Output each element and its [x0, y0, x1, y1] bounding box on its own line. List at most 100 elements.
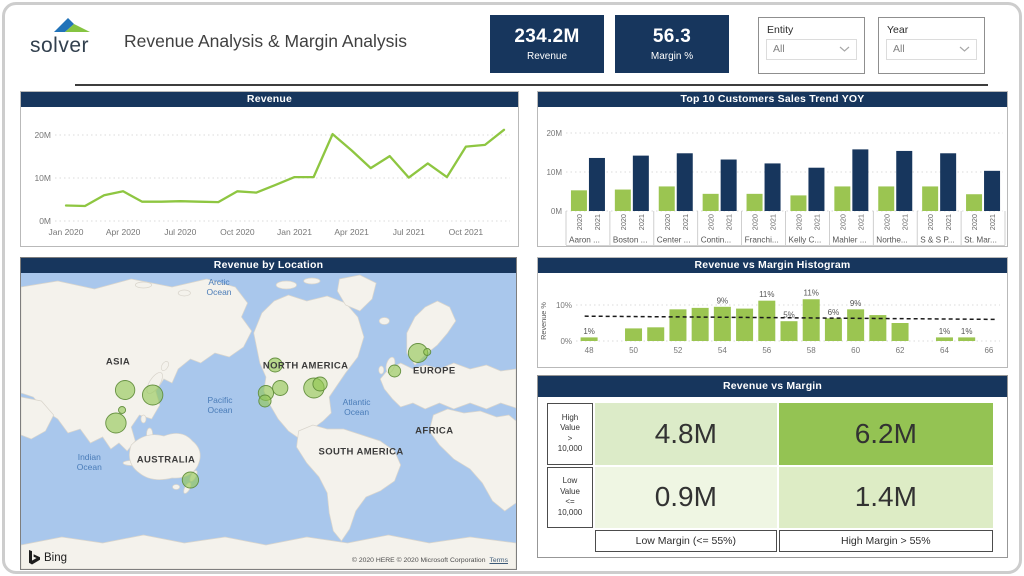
svg-text:11%: 11% — [803, 289, 818, 298]
svg-text:2021: 2021 — [988, 214, 997, 230]
svg-text:Apr 2021: Apr 2021 — [334, 227, 369, 237]
svg-text:0%: 0% — [560, 337, 572, 346]
svg-text:2021: 2021 — [900, 214, 909, 230]
map-region-label: AUSTRALIA — [136, 454, 196, 466]
svg-text:10M: 10M — [34, 173, 51, 183]
top10-customers-panel: Top 10 Customers Sales Trend YOY 0M 10M 20… — [537, 91, 1008, 247]
logo-text: solver — [30, 34, 90, 57]
bing-icon — [29, 550, 40, 565]
chevron-down-icon[interactable] — [959, 46, 970, 52]
svg-text:Jul 2020: Jul 2020 — [164, 227, 196, 237]
svg-text:Contin...: Contin... — [701, 236, 732, 245]
matrix-cell-high-low[interactable]: 4.8M — [595, 403, 777, 465]
year-slicer-label: Year — [887, 24, 909, 36]
chevron-down-icon[interactable] — [839, 46, 850, 52]
matrix-cell-low-low[interactable]: 0.9M — [595, 466, 777, 528]
world-map-svg — [21, 273, 516, 569]
svg-text:56: 56 — [762, 346, 771, 355]
svg-text:2020: 2020 — [838, 214, 847, 230]
entity-slicer-value: All — [773, 43, 785, 55]
svg-text:Northe...: Northe... — [876, 236, 907, 245]
revenue-bubbles[interactable] — [105, 343, 432, 489]
year-slicer[interactable]: Year All — [878, 17, 985, 74]
svg-text:58: 58 — [807, 346, 816, 355]
svg-text:St. Mar...: St. Mar... — [964, 236, 997, 245]
svg-text:Aaron ...: Aaron ... — [569, 236, 600, 245]
svg-text:Apr 2020: Apr 2020 — [106, 227, 141, 237]
revenue-line-chart[interactable]: 0M 10M 20M Jan 2020 Apr 2020 Jul 2020 Oct 2020… — [21, 107, 518, 246]
entity-slicer-label: Entity — [767, 24, 794, 36]
map-region-label: EUROPE — [413, 365, 456, 377]
map-copyright: © 2020 HERE © 2020 Microsoft Corporation… — [351, 557, 508, 564]
kpi-margin-label: Margin % — [650, 51, 694, 62]
svg-text:Kelly C...: Kelly C... — [789, 236, 822, 245]
svg-text:11%: 11% — [759, 290, 774, 299]
matrix-cell-high-high[interactable]: 6.2M — [778, 403, 993, 465]
svg-text:Jan 2021: Jan 2021 — [277, 227, 312, 237]
matrix-cell-low-high[interactable]: 1.4M — [778, 466, 993, 528]
svg-text:Center ...: Center ... — [657, 236, 691, 245]
revenue-by-location-title: Revenue by Location — [21, 258, 516, 273]
svg-text:2021: 2021 — [944, 214, 953, 230]
svg-text:62: 62 — [896, 346, 905, 355]
entity-slicer-dropdown[interactable]: All — [766, 39, 857, 60]
svg-text:Oct 2020: Oct 2020 — [220, 227, 255, 237]
revenue-vs-margin-histogram[interactable]: 0% 10% Revenue % 1% 9% 11% 5% 11% 6% 9% 1% 1% 48 50 52… — [538, 273, 1007, 367]
bing-logo-text: Bing — [44, 551, 68, 564]
svg-text:2021: 2021 — [856, 214, 865, 230]
svg-text:64: 64 — [940, 346, 949, 355]
svg-text:2020: 2020 — [794, 214, 803, 230]
svg-text:9%: 9% — [850, 299, 862, 308]
map-ocean-label: Pacific Ocean — [207, 395, 233, 415]
svg-text:2020: 2020 — [751, 214, 760, 230]
svg-text:Revenue %: Revenue % — [539, 302, 548, 340]
svg-text:2020: 2020 — [926, 214, 935, 230]
bing-attribution: Bing — [29, 550, 67, 565]
svg-text:1%: 1% — [583, 327, 595, 336]
top10-customers-chart[interactable]: 0M 10M 20M 2020 2021 Aaron ... 2020 2021 Boston … — [538, 107, 1007, 246]
revenue-line-panel: Revenue 0M 10M 20M Jan 2020 Apr 2020 Jul 2020… — [20, 91, 519, 247]
map-ocean-label: Arctic Ocean — [206, 277, 232, 298]
row-header-low-value: Low Value <= 10,000 — [547, 466, 593, 528]
svg-text:10%: 10% — [556, 301, 572, 310]
logo-mountain-icon — [54, 18, 90, 32]
svg-text:6%: 6% — [828, 308, 840, 317]
map-region-label: NORTH AMERICA — [262, 360, 349, 372]
svg-text:Jul 2021: Jul 2021 — [393, 227, 425, 237]
svg-text:S & S P...: S & S P... — [920, 236, 954, 245]
map-ocean-label: Atlantic Ocean — [342, 397, 371, 417]
kpi-revenue-card: 234.2M Revenue — [490, 15, 604, 73]
world-map[interactable]: ASIA NORTH AMERICA EUROPE AFRICA SOUTH AMERI… — [21, 273, 516, 569]
year-slicer-dropdown[interactable]: All — [886, 39, 977, 60]
histogram-title: Revenue vs Margin Histogram — [538, 258, 1007, 273]
revenue-by-location-panel: Revenue by Location — [20, 257, 517, 570]
svg-text:2021: 2021 — [593, 214, 602, 230]
svg-text:52: 52 — [673, 346, 682, 355]
svg-text:54: 54 — [718, 346, 727, 355]
svg-text:66: 66 — [984, 346, 993, 355]
svg-text:2020: 2020 — [882, 214, 891, 230]
svg-text:2021: 2021 — [725, 214, 734, 230]
svg-text:Boston ...: Boston ... — [613, 236, 648, 245]
map-ocean-label: Indian Ocean — [76, 452, 102, 473]
terms-link[interactable]: Terms — [489, 557, 508, 564]
entity-slicer[interactable]: Entity All — [758, 17, 865, 74]
continent-shapes — [21, 274, 516, 569]
svg-text:2021: 2021 — [681, 214, 690, 230]
row-header-high-value: High Value > 10,000 — [547, 403, 593, 465]
kpi-margin-value: 56.3 — [652, 26, 692, 47]
matrix-footer-spacer — [547, 530, 593, 552]
svg-text:1%: 1% — [961, 327, 973, 336]
revenue-line-title: Revenue — [21, 92, 518, 107]
svg-text:2021: 2021 — [769, 214, 778, 230]
svg-text:10M: 10M — [546, 168, 562, 177]
svg-text:Franchi...: Franchi... — [745, 236, 779, 245]
kpi-margin-card: 56.3 Margin % — [615, 15, 729, 73]
svg-text:2020: 2020 — [663, 214, 672, 230]
svg-text:2020: 2020 — [970, 214, 979, 230]
revenue-vs-margin-title: Revenue vs Margin — [538, 376, 1007, 397]
svg-text:2020: 2020 — [619, 214, 628, 230]
top10-customers-title: Top 10 Customers Sales Trend YOY — [538, 92, 1007, 107]
svg-text:50: 50 — [629, 346, 638, 355]
svg-text:0M: 0M — [551, 207, 562, 216]
